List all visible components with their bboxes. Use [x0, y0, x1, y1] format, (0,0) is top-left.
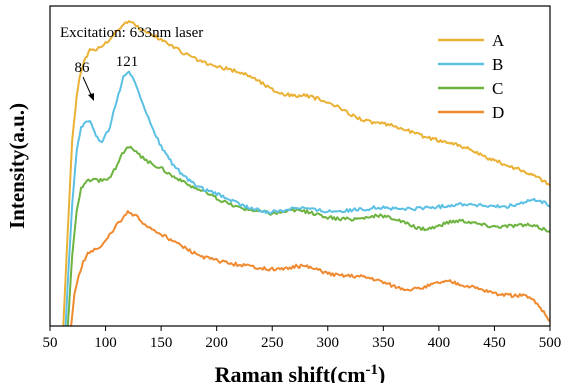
x-tick-label: 400 — [428, 335, 451, 351]
x-tick-label: 450 — [483, 335, 506, 351]
legend-label-b: B — [492, 55, 503, 74]
legend-label-a: A — [492, 31, 505, 50]
series-line-c — [66, 145, 550, 326]
x-tick-label: 500 — [539, 335, 562, 351]
x-tick-label: 250 — [261, 335, 284, 351]
plot-frame — [49, 5, 551, 327]
x-tick-label: 50 — [43, 335, 58, 351]
x-tick-label: 100 — [94, 335, 117, 351]
y-axis-title: Intensity(a.u.) — [5, 103, 29, 229]
x-tick-label: 350 — [372, 335, 395, 351]
excitation-annotation: Excitation: 633nm laser — [60, 25, 203, 41]
x-axis-title: Raman shift(cm-1) — [215, 362, 386, 383]
x-tick-label: 200 — [205, 335, 228, 351]
peak-86-arrow — [82, 76, 93, 98]
series-lines — [62, 20, 550, 326]
legend-label-d: D — [492, 103, 504, 122]
peak-86-arrowhead — [88, 93, 94, 101]
x-axis-ticks: 50 100 150 200 250 300 350 400 450 500 — [43, 326, 562, 351]
series-line-b — [64, 70, 550, 326]
peak-86-label: 86 — [75, 60, 91, 76]
x-tick-label: 300 — [317, 335, 340, 351]
peak-121-label: 121 — [116, 54, 139, 70]
series-line-a — [62, 20, 550, 326]
legend-label-c: C — [492, 79, 503, 98]
x-axis-title-superscript: -1 — [366, 362, 379, 378]
x-tick-label: 150 — [150, 335, 173, 351]
series-line-d — [70, 210, 550, 326]
